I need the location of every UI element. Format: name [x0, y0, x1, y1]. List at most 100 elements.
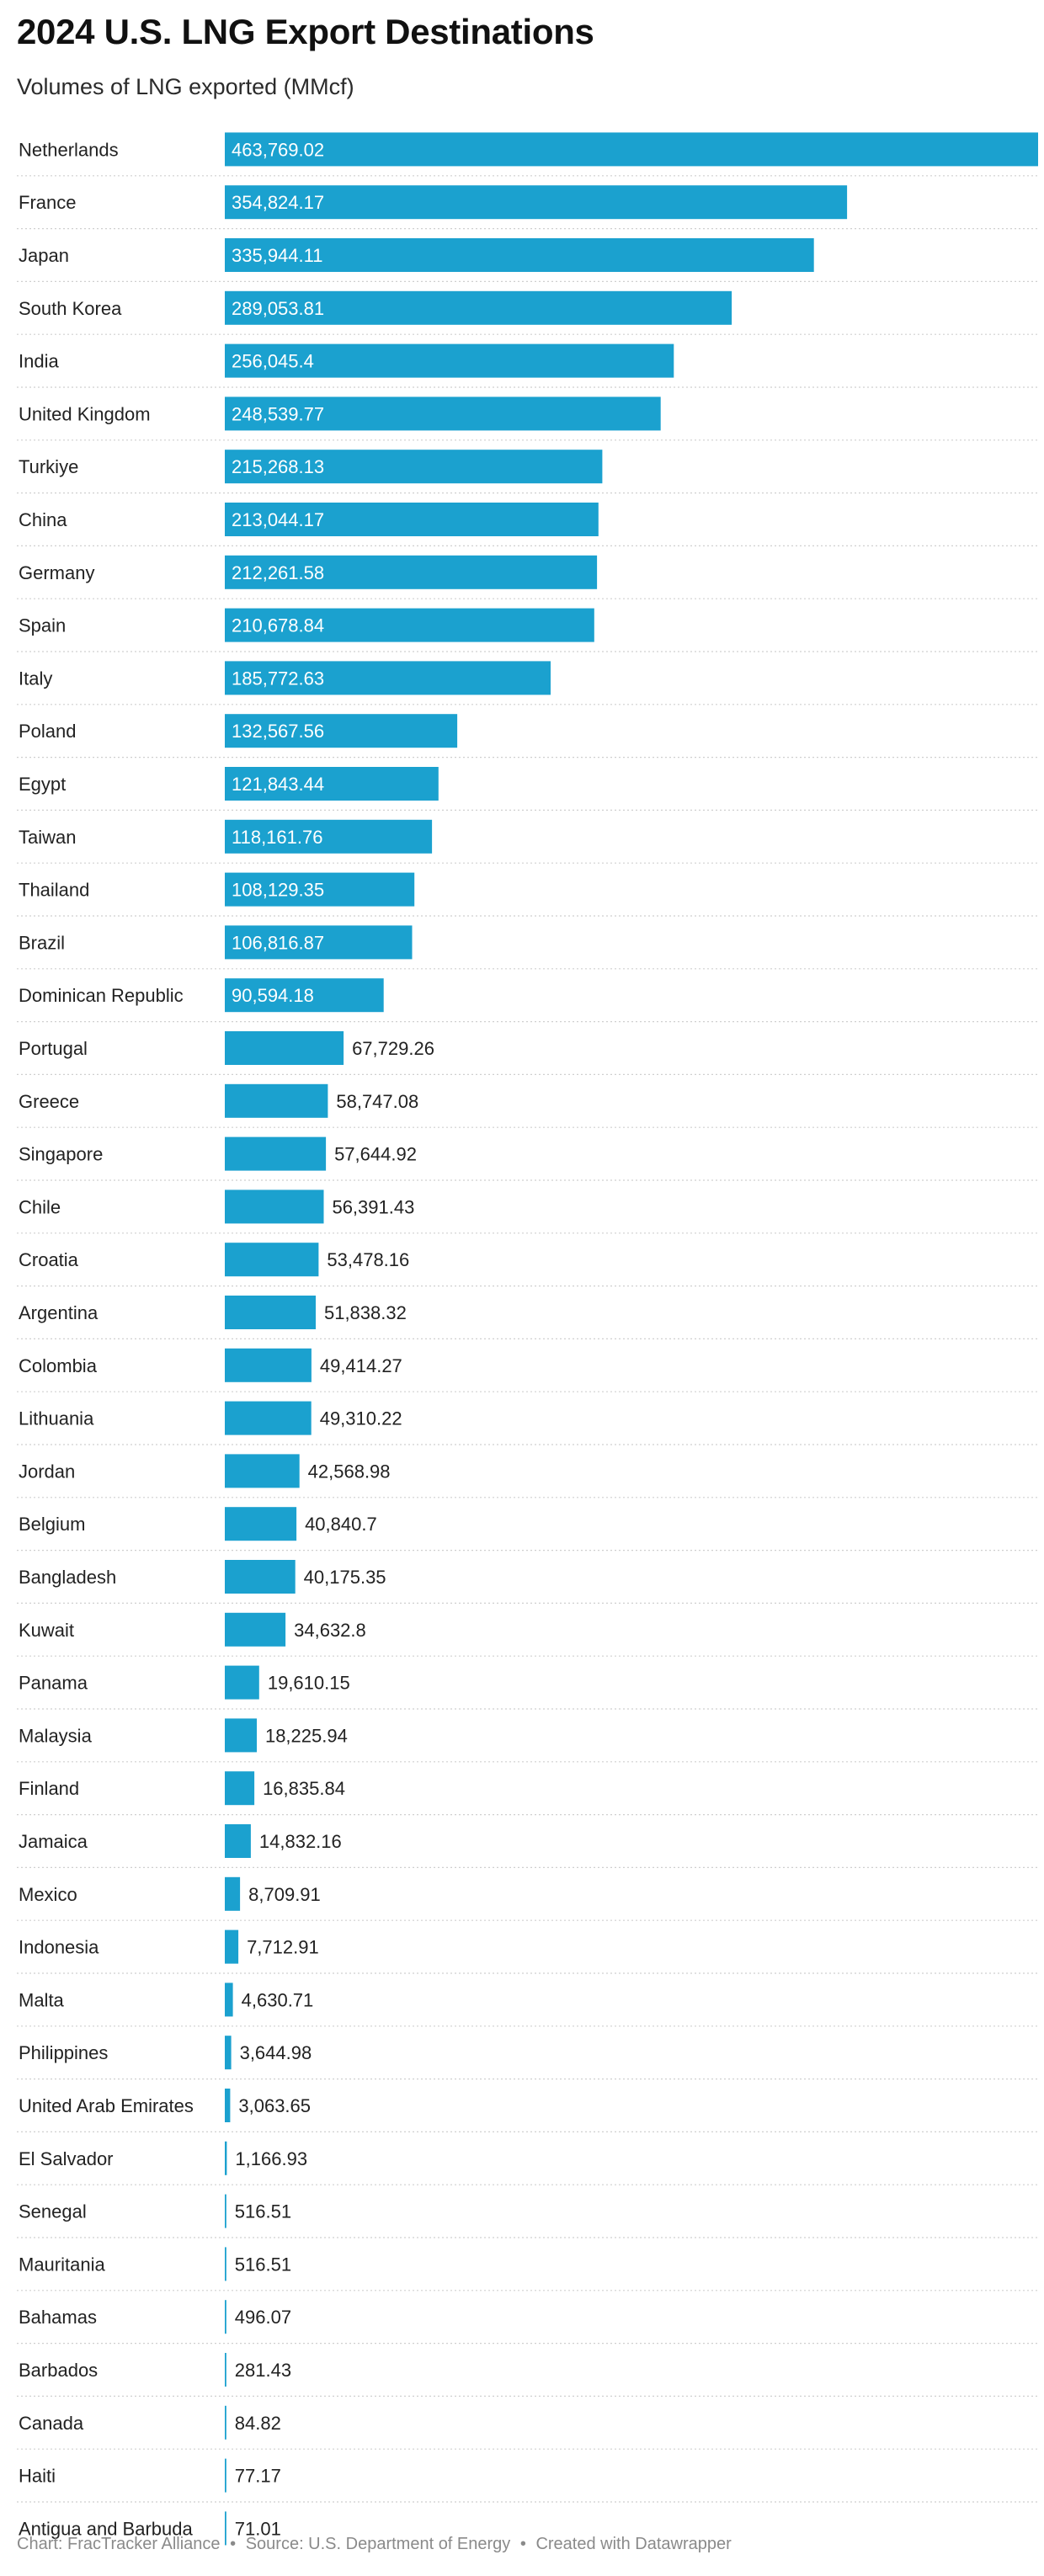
category-label: United Kingdom: [19, 403, 151, 424]
category-label: Finland: [19, 1778, 79, 1799]
category-label: South Korea: [19, 298, 122, 319]
value-label: 210,678.84: [232, 615, 324, 636]
category-label: Singapore: [19, 1144, 103, 1165]
bar: [225, 1190, 324, 1224]
bar: [225, 1243, 319, 1277]
bar: [225, 2353, 226, 2387]
bar: [225, 2194, 226, 2228]
value-label: 16,835.84: [263, 1778, 345, 1799]
category-label: Greece: [19, 1091, 79, 1112]
category-label: Argentina: [19, 1302, 99, 1323]
category-label: Mexico: [19, 1884, 77, 1905]
value-label: 516.51: [235, 2254, 291, 2275]
value-label: 56,391.43: [332, 1196, 414, 1217]
category-label: Malaysia: [19, 1725, 93, 1746]
chart-subtitle: Volumes of LNG exported (MMcf): [17, 74, 354, 99]
category-label: Taiwan: [19, 827, 76, 848]
value-label: 354,824.17: [232, 192, 324, 213]
bar: [225, 1348, 312, 1382]
footer-separator: •: [230, 2535, 237, 2553]
value-label: 248,539.77: [232, 403, 324, 424]
value-label: 256,045.4: [232, 351, 314, 372]
bar: [225, 1718, 257, 1753]
value-label: 34,632.8: [294, 1620, 366, 1641]
category-label: Poland: [19, 721, 77, 742]
bar: [225, 1507, 297, 1541]
value-label: 289,053.81: [232, 298, 324, 319]
chart-footer: Chart: FracTracker Alliance • Source: U.…: [17, 2535, 732, 2554]
bar: [225, 1929, 239, 1964]
value-label: 106,816.87: [232, 932, 324, 953]
bar: [225, 503, 599, 536]
bar: [225, 872, 415, 907]
bar: [225, 661, 551, 695]
category-label: Antigua and Barbuda: [19, 2518, 193, 2539]
bar: [225, 1454, 300, 1488]
category-label: Portugal: [19, 1038, 88, 1059]
category-label: France: [19, 192, 76, 213]
value-label: 185,772.63: [232, 668, 324, 689]
value-label: 49,310.22: [320, 1408, 402, 1429]
bar: [225, 714, 458, 748]
value-label: 51,838.32: [324, 1302, 407, 1323]
value-label: 42,568.98: [308, 1461, 391, 1482]
bar: [225, 1665, 259, 1700]
bar: [225, 767, 439, 801]
bar: [225, 1771, 255, 1806]
bar: [225, 290, 732, 325]
bar: [225, 1296, 316, 1329]
bar: [225, 185, 848, 220]
category-label: Belgium: [19, 1514, 85, 1535]
bar: [225, 2458, 226, 2493]
category-label: Thailand: [19, 880, 89, 901]
value-label: 121,843.44: [232, 774, 324, 795]
bar: [225, 1983, 233, 2017]
value-label: 14,832.16: [259, 1831, 342, 1852]
value-label: 18,225.94: [265, 1725, 348, 1746]
category-label: Jamaica: [19, 1831, 88, 1852]
value-label: 58,747.08: [336, 1091, 418, 1112]
category-label: Netherlands: [19, 139, 119, 160]
bar: [225, 819, 433, 854]
category-label: Colombia: [19, 1355, 98, 1376]
bar: [225, 1083, 328, 1118]
chart-credit: Chart: FracTracker Alliance: [17, 2535, 221, 2553]
value-label: 40,175.35: [304, 1567, 386, 1588]
category-label: Malta: [19, 1989, 65, 2010]
value-label: 53,478.16: [327, 1249, 409, 1270]
bar: [225, 2511, 226, 2546]
value-label: 8,709.91: [248, 1884, 321, 1905]
bar: [225, 132, 1038, 167]
bar: [225, 2300, 226, 2334]
category-label: Brazil: [19, 932, 65, 953]
category-label: Egypt: [19, 774, 66, 795]
category-label: Senegal: [19, 2201, 87, 2222]
value-label: 132,567.56: [232, 721, 324, 742]
bar: [225, 2141, 227, 2175]
bar: [225, 555, 598, 589]
value-label: 335,944.11: [232, 245, 322, 266]
bar: [225, 1031, 344, 1065]
bar: [225, 2089, 231, 2122]
value-label: 7,712.91: [247, 1937, 319, 1958]
category-label: Panama: [19, 1673, 88, 1694]
category-label: Turkiye: [19, 456, 78, 477]
value-label: 90,594.18: [232, 985, 314, 1006]
value-label: 19,610.15: [268, 1673, 350, 1694]
category-label: Haiti: [19, 2466, 56, 2487]
category-label: United Arab Emirates: [19, 2095, 194, 2116]
bar: [225, 978, 384, 1013]
category-label: Bangladesh: [19, 1567, 116, 1588]
category-label: Croatia: [19, 1249, 79, 1270]
category-label: Chile: [19, 1196, 61, 1217]
bar: [225, 343, 674, 378]
category-label: Indonesia: [19, 1937, 99, 1958]
value-label: 40,840.7: [305, 1514, 377, 1535]
category-label: Bahamas: [19, 2307, 97, 2328]
value-label: 49,414.27: [320, 1355, 402, 1376]
value-label: 4,630.71: [242, 1989, 314, 2010]
category-label: Kuwait: [19, 1620, 74, 1641]
category-label: Italy: [19, 668, 52, 689]
category-label: Dominican Republic: [19, 985, 184, 1006]
